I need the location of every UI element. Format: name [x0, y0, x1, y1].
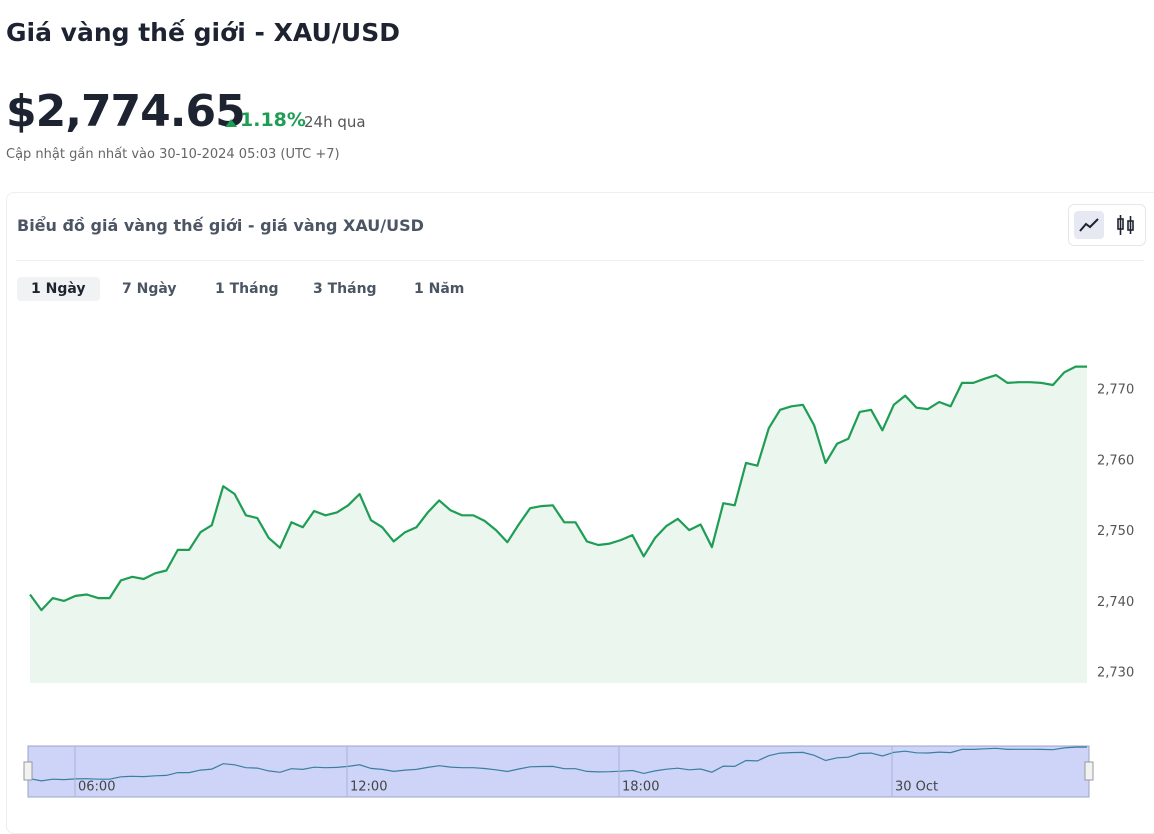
navigator-label: 18:00 — [622, 780, 659, 795]
y-tick-label: 2,740 — [1097, 595, 1134, 610]
chart: 2,730 2,740 2,750 2,760 2,770 06:00 12:00 18:00… — [23, 365, 1134, 798]
change-period: 24h qua — [304, 113, 366, 131]
line-chart-button[interactable] — [1074, 211, 1104, 239]
updated-time: Cập nhật gần nhất vào 30-10-2024 05:03 (… — [6, 147, 340, 162]
y-tick-label: 2,770 — [1097, 382, 1134, 397]
navigator-handle[interactable] — [1084, 761, 1094, 781]
card-title: Biểu đồ giá vàng thế giới - giá vàng XAU… — [17, 216, 424, 235]
candle-chart-button[interactable] — [1111, 211, 1141, 239]
y-tick-label: 2,760 — [1097, 453, 1134, 468]
y-tick-label: 2,750 — [1097, 524, 1134, 539]
navigator-line — [29, 746, 1087, 782]
range-tab[interactable]: 1 Ngày — [17, 277, 100, 301]
navigator-label: 12:00 — [350, 780, 387, 795]
range-tab[interactable]: 7 Ngày — [122, 281, 177, 297]
area-fill — [30, 366, 1087, 683]
navigator-label: 30 Oct — [895, 780, 938, 795]
chart-type-toggle — [1068, 204, 1146, 246]
range-tab[interactable]: 1 Tháng — [215, 281, 279, 297]
navigator-label: 06:00 — [78, 780, 115, 795]
range-tab[interactable]: 1 Năm — [414, 281, 465, 297]
price-change: 1.18% — [240, 109, 306, 131]
page-title: Giá vàng thế giới - XAU/USD — [6, 18, 400, 47]
y-tick-label: 2,730 — [1097, 666, 1134, 681]
divider — [16, 260, 1144, 261]
price-line — [29, 365, 1087, 612]
up-arrow — [225, 119, 237, 127]
navigator — [27, 745, 1090, 798]
page: Giá vàng thế giới - XAU/USD $2,774.65 1.… — [6, 18, 1154, 834]
price: $2,774.65 — [6, 86, 246, 137]
range-tab[interactable]: 3 Tháng — [313, 281, 377, 297]
navigator-handle[interactable] — [23, 761, 33, 781]
